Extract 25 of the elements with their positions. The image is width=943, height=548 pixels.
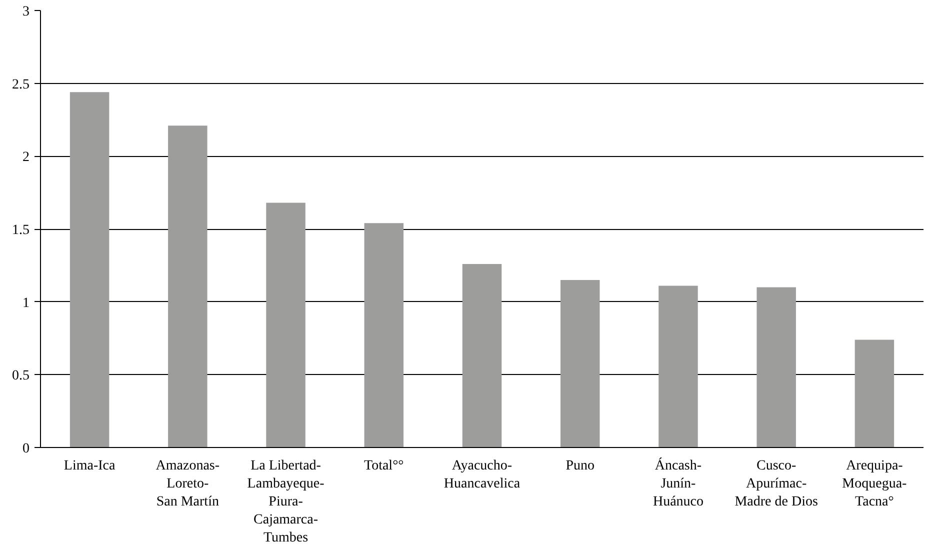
- x-tick-label: Total°°: [364, 458, 404, 474]
- y-tick-label: 0: [22, 442, 30, 456]
- bar: [70, 92, 110, 448]
- bar: [854, 340, 894, 448]
- x-tick-label: Puno: [566, 458, 595, 474]
- y-tick-label: 2: [22, 150, 30, 166]
- bar: [462, 264, 502, 448]
- bar: [560, 280, 600, 448]
- x-tick-label: La Libertad- Lambayeque- Piura- Cajamarca- Tumbes: [247, 458, 325, 546]
- x-tick-label: Lima-Ica: [64, 458, 116, 474]
- y-tick-label: 1.5: [12, 223, 30, 238]
- x-tick-label: Cusco- Apurímac- Madre de Dios: [734, 458, 818, 510]
- y-tick-label: 1: [22, 296, 30, 311]
- bar: [756, 287, 796, 448]
- bar: [364, 223, 404, 448]
- x-tick-label: Arequipa- Moquegua- Tacna°: [842, 458, 908, 510]
- x-tick-label: Áncash- Junín- Huánuco: [652, 456, 704, 510]
- bar: [266, 202, 306, 448]
- y-tick-label: 0.5: [12, 368, 30, 384]
- bar: [168, 126, 208, 448]
- x-tick-label: Amazonas- Loreto- San Martín: [156, 458, 220, 510]
- y-tick-label: 3: [22, 4, 30, 20]
- bar: [658, 286, 698, 448]
- x-tick-label: Ayacucho- Huancavelica: [444, 458, 521, 492]
- y-tick-label: 2.5: [12, 77, 30, 92]
